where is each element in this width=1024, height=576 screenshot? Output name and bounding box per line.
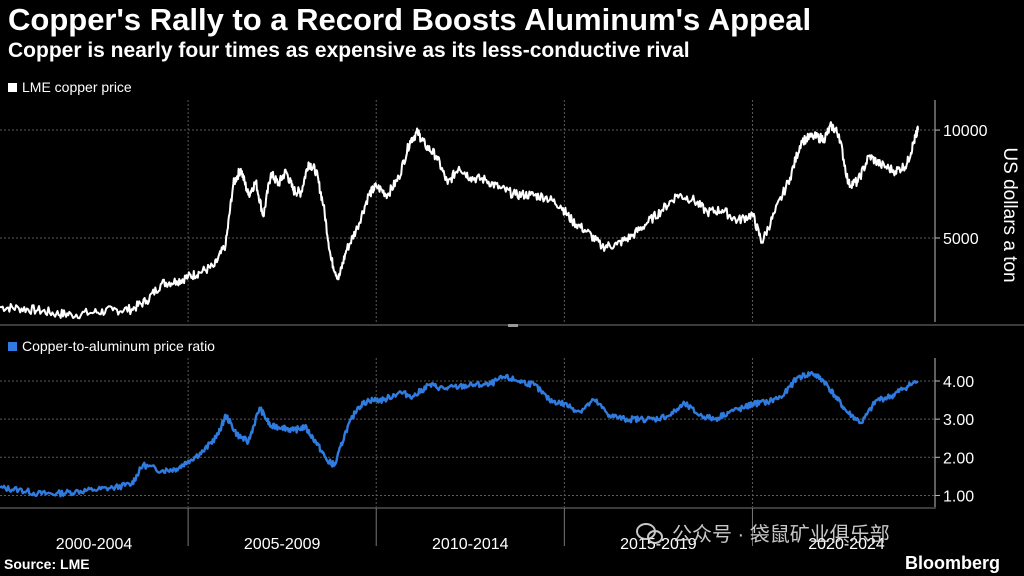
chart-axes (0, 100, 1024, 509)
ratio-line (0, 371, 919, 498)
copper-legend: LME copper price (8, 79, 132, 95)
watermark: 公众号 · 袋鼠矿业俱乐部 (636, 518, 890, 547)
copper-y-tick-label: 5000 (943, 231, 979, 248)
copper-y-ticks: 5000 10000 (935, 123, 988, 248)
wechat-icon (636, 522, 663, 544)
ratio-y-tick-label: 3.00 (943, 412, 974, 429)
chart-subtitle: Copper is nearly four times as expensive… (8, 39, 690, 62)
source-note: Source: LME (4, 556, 90, 572)
watermark-text: 公众号 · 袋鼠矿业俱乐部 (672, 524, 890, 546)
ratio-y-tick-label: 2.00 (943, 450, 974, 467)
copper-legend-label: LME copper price (22, 79, 132, 95)
chart-title: Copper's Rally to a Record Boosts Alumin… (8, 2, 812, 37)
divider-handle (508, 324, 518, 327)
ratio-legend-label: Copper-to-aluminum price ratio (22, 338, 215, 354)
copper-grid (0, 100, 935, 322)
ratio-legend-swatch (8, 341, 17, 351)
copper-y-axis-label: US dollars a ton (999, 147, 1020, 282)
copper-legend-swatch (8, 82, 17, 92)
x-axis-ticks: 2000-2004 2005-2009 2010-2014 2015-2019 2020… (56, 508, 885, 553)
copper-price-line (0, 121, 919, 320)
ratio-y-tick-label: 4.00 (943, 374, 974, 391)
ratio-y-ticks: 1.00 2.00 3.00 4.00 (935, 374, 974, 505)
x-tick-label: 2020-2024 (808, 536, 885, 553)
ratio-y-tick-label: 1.00 (943, 488, 974, 505)
x-tick-label: 2000-2004 (56, 536, 133, 553)
x-tick-label: 2005-2009 (244, 536, 321, 553)
x-tick-label: 2010-2014 (432, 536, 509, 553)
copper-y-tick-label: 10000 (943, 123, 988, 140)
x-tick-label: 2015-2019 (620, 536, 697, 553)
ratio-grid (0, 358, 935, 507)
ratio-legend: Copper-to-aluminum price ratio (8, 338, 215, 354)
bloomberg-logo: Bloomberg (904, 553, 1000, 573)
